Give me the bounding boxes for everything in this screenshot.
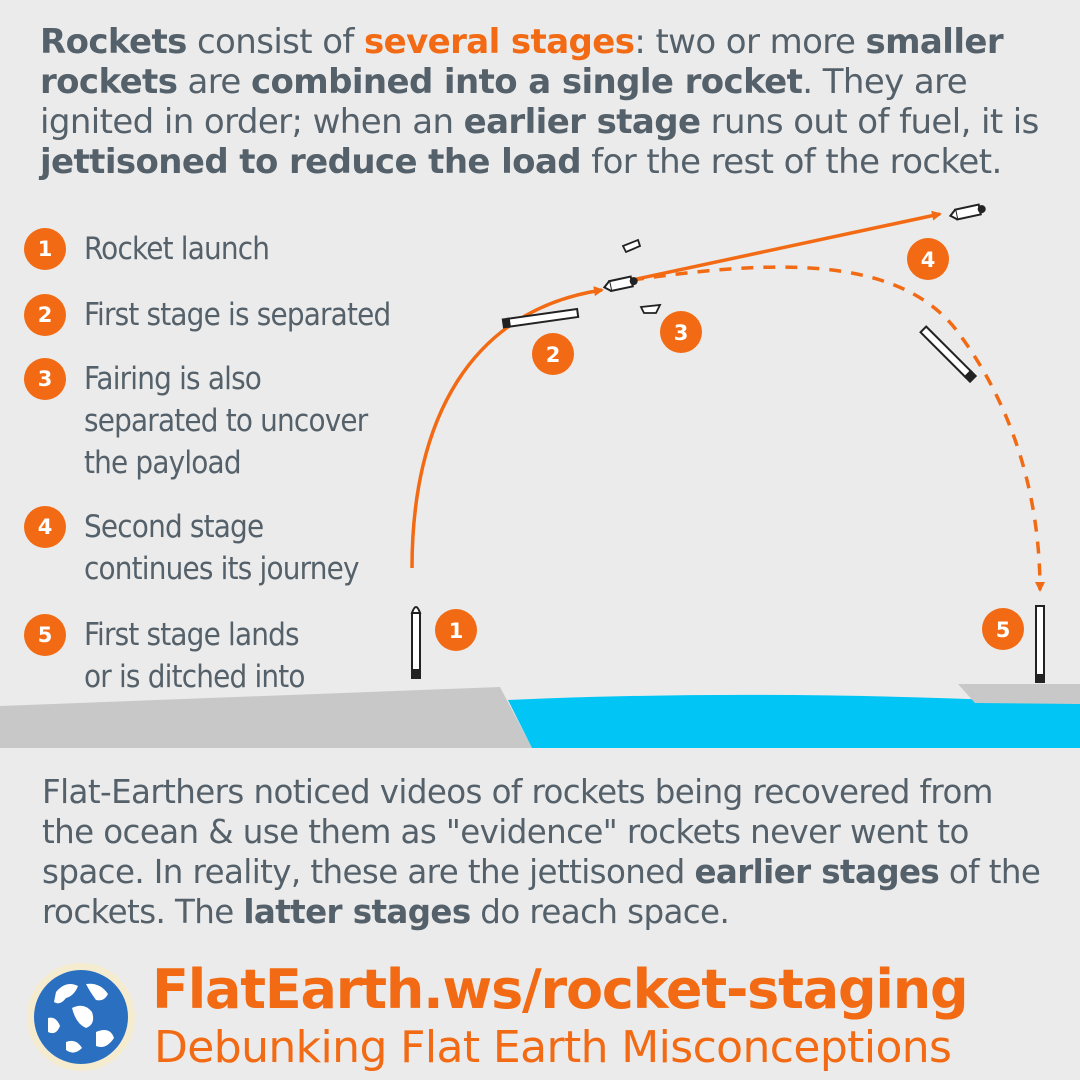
second-stage-path <box>631 210 942 282</box>
step-4-line-2: continues its journey <box>84 551 359 587</box>
step-5-line-2: or is ditched into <box>84 659 305 695</box>
ocean <box>508 694 1080 748</box>
diagram-marker-1: 1 <box>435 609 477 651</box>
intro-segment: : two or more <box>634 22 866 62</box>
diagram-marker-2-label: 2 <box>546 343 561 367</box>
intro-segment: jettisoned to reduce the load <box>40 142 582 182</box>
rocket-icon <box>410 606 422 680</box>
intro-segment: several stages <box>364 22 635 62</box>
diagram-marker-3: 3 <box>660 311 702 353</box>
outro-segment: Flat-Earthers noticed videos of rockets … <box>42 773 993 891</box>
intro-segment: . They are ignited in order; when an <box>40 62 968 142</box>
step-2-line-1: First stage is separated <box>84 297 391 333</box>
step-3-line-1: Fairing is also <box>84 361 262 397</box>
intro-segment: earlier stage <box>463 102 701 142</box>
diagram-marker-5-label: 5 <box>996 618 1011 642</box>
outro-segment: of the rockets. The <box>42 853 1041 931</box>
step-badge-2: 2 <box>24 294 66 336</box>
rocket-icon <box>948 203 986 221</box>
intro-segment: runs out of fuel, it is <box>700 102 1040 142</box>
rocket-icon <box>501 307 580 329</box>
diagram-marker-5: 5 <box>982 608 1024 650</box>
step-badge-4: 4 <box>24 506 66 548</box>
globe-logo-icon <box>27 963 135 1071</box>
outro-segment: do reach space. <box>470 893 730 931</box>
diagram-marker-1-label: 1 <box>449 619 464 643</box>
step-text-1: Rocket launch <box>84 228 434 270</box>
rocket-icon <box>919 325 978 384</box>
site-url[interactable]: FlatEarth.ws/rocket-staging <box>152 958 969 1021</box>
fairing-piece-icon <box>621 238 642 254</box>
step-badge-5: 5 <box>24 614 66 656</box>
step-text-4: Second stage continues its journey <box>84 506 434 590</box>
step-text-2: First stage is separated <box>84 294 434 336</box>
outro-segment: latter stages <box>243 893 471 931</box>
diagram-marker-4: 4 <box>907 238 949 280</box>
intro-paragraph: Rockets consist of several stages: two o… <box>40 22 1060 182</box>
outro-segment: earlier stages <box>694 853 940 891</box>
step-badge-3: 3 <box>24 358 66 400</box>
intro-segment: smaller rockets <box>40 22 1004 102</box>
fairing-piece-icon <box>639 303 662 314</box>
step-1-line-1: Rocket launch <box>84 231 270 267</box>
rocket-icon <box>1035 605 1045 683</box>
ascent-path <box>410 286 604 569</box>
step-5-line-1: First stage lands <box>84 617 300 653</box>
intro-segment: combined into a single rocket <box>250 62 803 102</box>
step-3-line-2: separated to uncover <box>84 403 368 439</box>
staging-diagram: 1 2 3 4 5 <box>0 203 1080 748</box>
rocket-icon <box>602 275 638 293</box>
intro-segment: Rockets <box>40 22 187 62</box>
intro-segment: are <box>177 62 251 102</box>
diagram-marker-4-label: 4 <box>921 248 936 272</box>
intro-segment: consist of <box>186 22 364 62</box>
land-left <box>0 687 532 748</box>
diagram-marker-2: 2 <box>532 333 574 375</box>
step-badge-1: 1 <box>24 228 66 270</box>
step-4-line-1: Second stage <box>84 509 264 545</box>
first-stage-return-path <box>631 265 1045 592</box>
intro-segment: for the rest of the rocket. <box>581 142 1002 182</box>
tagline: Debunking Flat Earth Misconceptions <box>154 1022 952 1073</box>
outro-paragraph: Flat-Earthers noticed videos of rockets … <box>42 772 1052 932</box>
step-3-line-3: the payload <box>84 445 242 481</box>
step-text-3: Fairing is also separated to uncover the… <box>84 358 434 484</box>
land-right <box>958 684 1080 704</box>
diagram-marker-3-label: 3 <box>674 321 689 345</box>
